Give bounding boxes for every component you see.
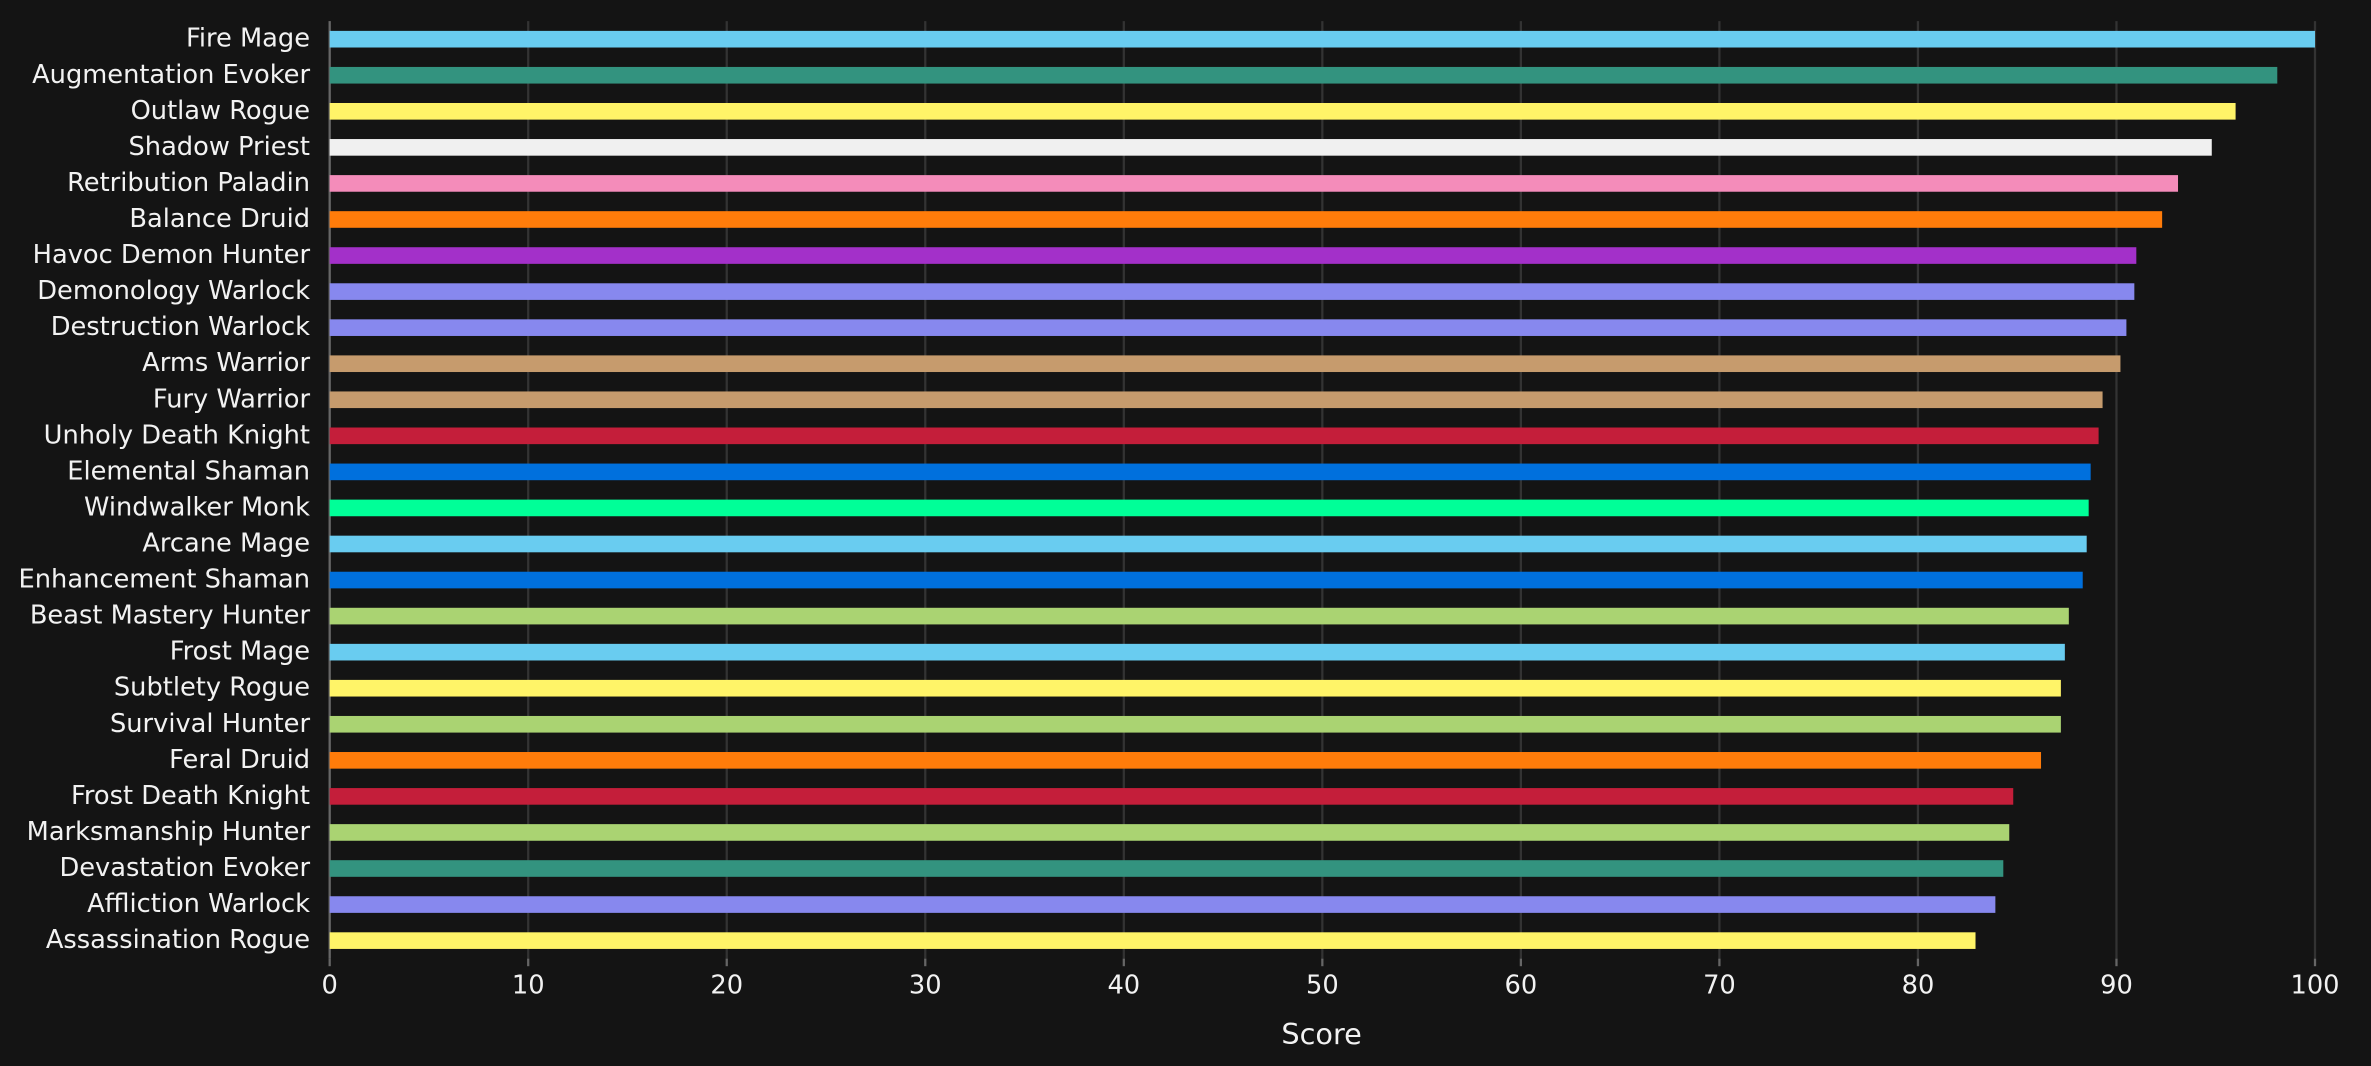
y-tick-label: Affliction Warlock bbox=[87, 889, 310, 919]
y-tick-label: Balance Druid bbox=[129, 204, 310, 234]
bar bbox=[329, 211, 2163, 228]
bar bbox=[329, 896, 1996, 913]
x-tick-label: 50 bbox=[1306, 970, 1339, 1000]
bar bbox=[329, 66, 2278, 84]
bar bbox=[329, 463, 2091, 481]
bar bbox=[329, 355, 2121, 373]
y-tick-label: Windwalker Monk bbox=[84, 492, 310, 522]
bar bbox=[329, 391, 2103, 409]
x-tick-label: 30 bbox=[909, 970, 942, 1000]
bar bbox=[329, 715, 2061, 733]
bar bbox=[329, 571, 2083, 589]
bar bbox=[329, 319, 2127, 336]
bar bbox=[329, 679, 2061, 697]
x-tick-label: 80 bbox=[1902, 970, 1935, 1000]
bar bbox=[329, 788, 2014, 805]
y-tick-label: Subtlety Rogue bbox=[114, 673, 310, 703]
y-tick-label: Frost Death Knight bbox=[71, 781, 310, 811]
y-tick-label: Unholy Death Knight bbox=[44, 420, 310, 450]
y-tick-label: Assassination Rogue bbox=[46, 925, 310, 955]
bar bbox=[329, 643, 2065, 661]
y-tick-label: Fire Mage bbox=[186, 24, 310, 54]
y-tick-label: Arcane Mage bbox=[142, 528, 310, 558]
y-tick-label: Survival Hunter bbox=[110, 709, 310, 739]
bar bbox=[329, 535, 2087, 553]
x-tick-label: 60 bbox=[1505, 970, 1538, 1000]
bar bbox=[329, 607, 2069, 625]
y-tick-label: Destruction Warlock bbox=[51, 312, 310, 342]
bar bbox=[329, 499, 2089, 517]
bar bbox=[329, 175, 2179, 192]
y-tick-label: Retribution Paladin bbox=[67, 168, 310, 198]
x-tick-label: 20 bbox=[710, 970, 743, 1000]
y-tick-label: Beast Mastery Hunter bbox=[30, 601, 311, 631]
y-tick-label: Augmentation Evoker bbox=[32, 60, 310, 90]
bar bbox=[329, 824, 2010, 841]
bar bbox=[329, 752, 2042, 769]
x-axis-title: Score bbox=[1281, 1017, 1361, 1051]
bar bbox=[329, 139, 2212, 156]
x-tick-label: 90 bbox=[2100, 970, 2133, 1000]
bar bbox=[329, 30, 2316, 48]
bar bbox=[329, 860, 2004, 877]
y-tick-label: Outlaw Rogue bbox=[131, 96, 310, 126]
x-tick-label: 40 bbox=[1107, 970, 1140, 1000]
x-tick-label: 0 bbox=[322, 970, 338, 1000]
x-tick-label: 100 bbox=[2290, 970, 2339, 1000]
bar bbox=[329, 283, 2135, 300]
y-tick-label: Enhancement Shaman bbox=[19, 565, 310, 595]
y-tick-label: Devastation Evoker bbox=[59, 853, 310, 883]
bar bbox=[329, 932, 1976, 949]
x-tick-label: 70 bbox=[1703, 970, 1736, 1000]
y-tick-label: Feral Druid bbox=[169, 745, 310, 775]
y-tick-label: Arms Warrior bbox=[142, 348, 310, 378]
bar bbox=[329, 102, 2236, 120]
y-tick-label: Havoc Demon Hunter bbox=[33, 240, 311, 270]
bar bbox=[329, 247, 2137, 264]
bar bbox=[329, 427, 2099, 445]
y-tick-label: Marksmanship Hunter bbox=[27, 817, 311, 847]
y-tick-label: Frost Mage bbox=[170, 637, 310, 667]
x-tick-label: 10 bbox=[512, 970, 545, 1000]
y-tick-label: Shadow Priest bbox=[128, 132, 310, 162]
y-tick-label: Fury Warrior bbox=[153, 384, 311, 414]
y-tick-label: Elemental Shaman bbox=[67, 456, 310, 486]
y-tick-label: Demonology Warlock bbox=[37, 276, 310, 306]
